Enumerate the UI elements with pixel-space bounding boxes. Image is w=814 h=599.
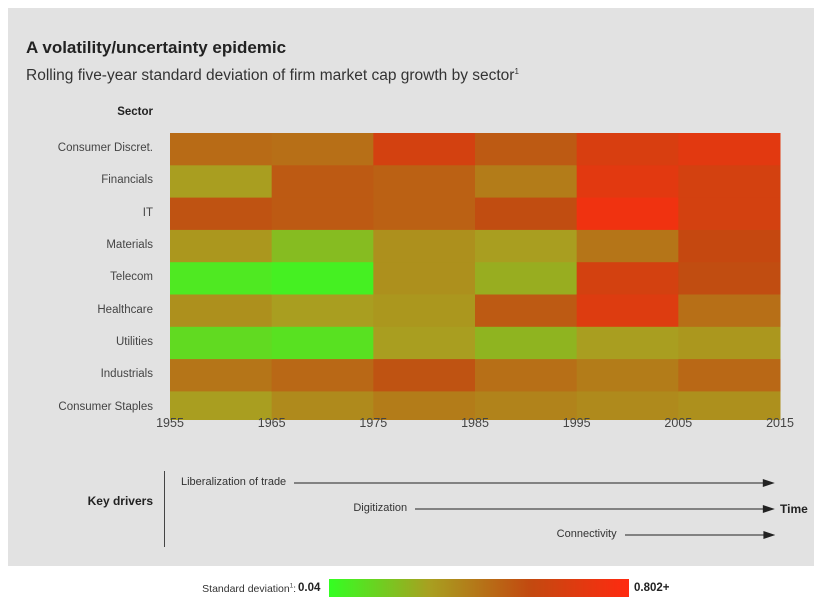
heatmap-cell: [576, 294, 679, 328]
heatmap-cell: [678, 359, 781, 392]
legend-footnote: 1: [289, 583, 294, 590]
sector-label: Consumer Discret.: [57, 142, 153, 155]
driver-arrow: [294, 479, 775, 487]
heatmap-cell: [678, 391, 781, 420]
heatmap-cell: [271, 326, 374, 360]
heatmap-cell: [373, 326, 476, 360]
legend-label-text: Standard deviation: [202, 583, 290, 595]
x-tick-label: 1955: [156, 416, 184, 430]
heatmap-cell: [373, 229, 476, 263]
heatmap-cell: [475, 326, 578, 360]
y-axis-label: Sector: [117, 106, 153, 118]
heatmap-cell: [576, 229, 679, 263]
legend-min-value: 0.04: [298, 582, 321, 594]
heatmap-cell: [373, 359, 476, 392]
heatmap-cell: [576, 165, 679, 199]
heatmap-cell: [373, 294, 476, 328]
sector-label: Telecom: [110, 271, 153, 284]
heatmap-cell: [373, 133, 476, 166]
heatmap-cell: [170, 197, 273, 231]
heatmap-cell: [271, 294, 374, 328]
heatmap-cell: [678, 326, 781, 360]
heatmap-cell: [271, 133, 374, 166]
heatmap-cell: [170, 294, 273, 328]
heatmap-cell: [271, 262, 374, 295]
legend-gradient: [329, 579, 629, 597]
heatmap-cell: [475, 262, 578, 295]
heatmap-cell: [170, 133, 273, 166]
heatmap-cell: [475, 294, 578, 328]
heatmap-cell: [576, 133, 679, 166]
driver-label: Connectivity: [556, 528, 617, 540]
legend-label: Standard deviation1:: [202, 583, 296, 595]
heatmap-cell: [576, 197, 679, 231]
heatmap-cell: [576, 262, 679, 295]
legend-color-bar: [329, 579, 629, 597]
sector-label: Materials: [106, 239, 153, 252]
heatmap-cell: [373, 262, 476, 295]
heatmap-cell: [373, 391, 476, 420]
heatmap-cell: [170, 229, 273, 263]
key-drivers-label: Key drivers: [87, 494, 153, 508]
x-tick-label: 1965: [257, 416, 286, 430]
heatmap-cell: [678, 165, 781, 199]
sector-label: Financials: [101, 174, 153, 187]
x-tick-label: 2005: [664, 416, 693, 430]
heatmap-cell: [373, 197, 476, 231]
heatmap-cell: [475, 133, 578, 166]
x-tick-label: 2015: [766, 416, 794, 430]
heatmap-cell: [678, 229, 781, 263]
x-tick-label: 1985: [461, 416, 489, 430]
heatmap-cell: [170, 262, 273, 295]
sector-label: Consumer Staples: [58, 400, 153, 413]
x-tick-label: 1975: [359, 416, 388, 430]
legend-max-value: 0.802+: [634, 582, 670, 594]
time-axis-label: Time: [780, 502, 808, 516]
heatmap-cell: [170, 165, 273, 199]
subtitle-footnote: 1: [514, 67, 519, 76]
subtitle-text: Rolling five-year standard deviation of …: [26, 67, 515, 85]
heatmap-cell: [475, 197, 578, 231]
heatmap-cell: [475, 359, 578, 392]
heatmap-cell: [170, 391, 273, 420]
heatmap-cell: [170, 359, 273, 392]
heatmap-cell: [678, 262, 781, 295]
heatmap-cell: [576, 359, 679, 392]
heatmap-cell: [678, 197, 781, 231]
driver-label: Digitization: [353, 502, 408, 514]
heatmap-cell: [271, 359, 374, 392]
sector-label: Healthcare: [97, 303, 153, 316]
heatmap-cell: [475, 165, 578, 199]
heatmap-cell: [576, 326, 679, 360]
driver-label: Liberalization of trade: [181, 476, 287, 488]
heatmap-cell: [170, 326, 273, 360]
heatmap-cell: [475, 391, 578, 420]
driver-arrow: [624, 531, 775, 539]
heatmap-cell: [475, 229, 578, 263]
heatmap-cell: [271, 165, 374, 199]
heatmap-cell: [271, 197, 374, 231]
sector-label: Utilities: [115, 335, 153, 348]
x-tick-label: 1995: [562, 416, 591, 430]
chart-title: A volatility/uncertainty epidemic: [26, 38, 287, 57]
heatmap-cell: [576, 391, 679, 420]
heatmap-cell: [373, 165, 476, 199]
sector-label: IT: [142, 206, 153, 219]
drivers-divider: [164, 471, 165, 547]
heatmap-cell: [678, 294, 781, 328]
heatmap-cell: [271, 229, 374, 263]
heatmap-cell: [678, 133, 781, 166]
heatmap-chart: [170, 133, 781, 420]
sector-label: Industrials: [100, 368, 153, 381]
driver-arrow: [415, 505, 775, 513]
chart-subtitle: Rolling five-year standard deviation of …: [26, 67, 519, 85]
heatmap-cell: [271, 391, 374, 420]
